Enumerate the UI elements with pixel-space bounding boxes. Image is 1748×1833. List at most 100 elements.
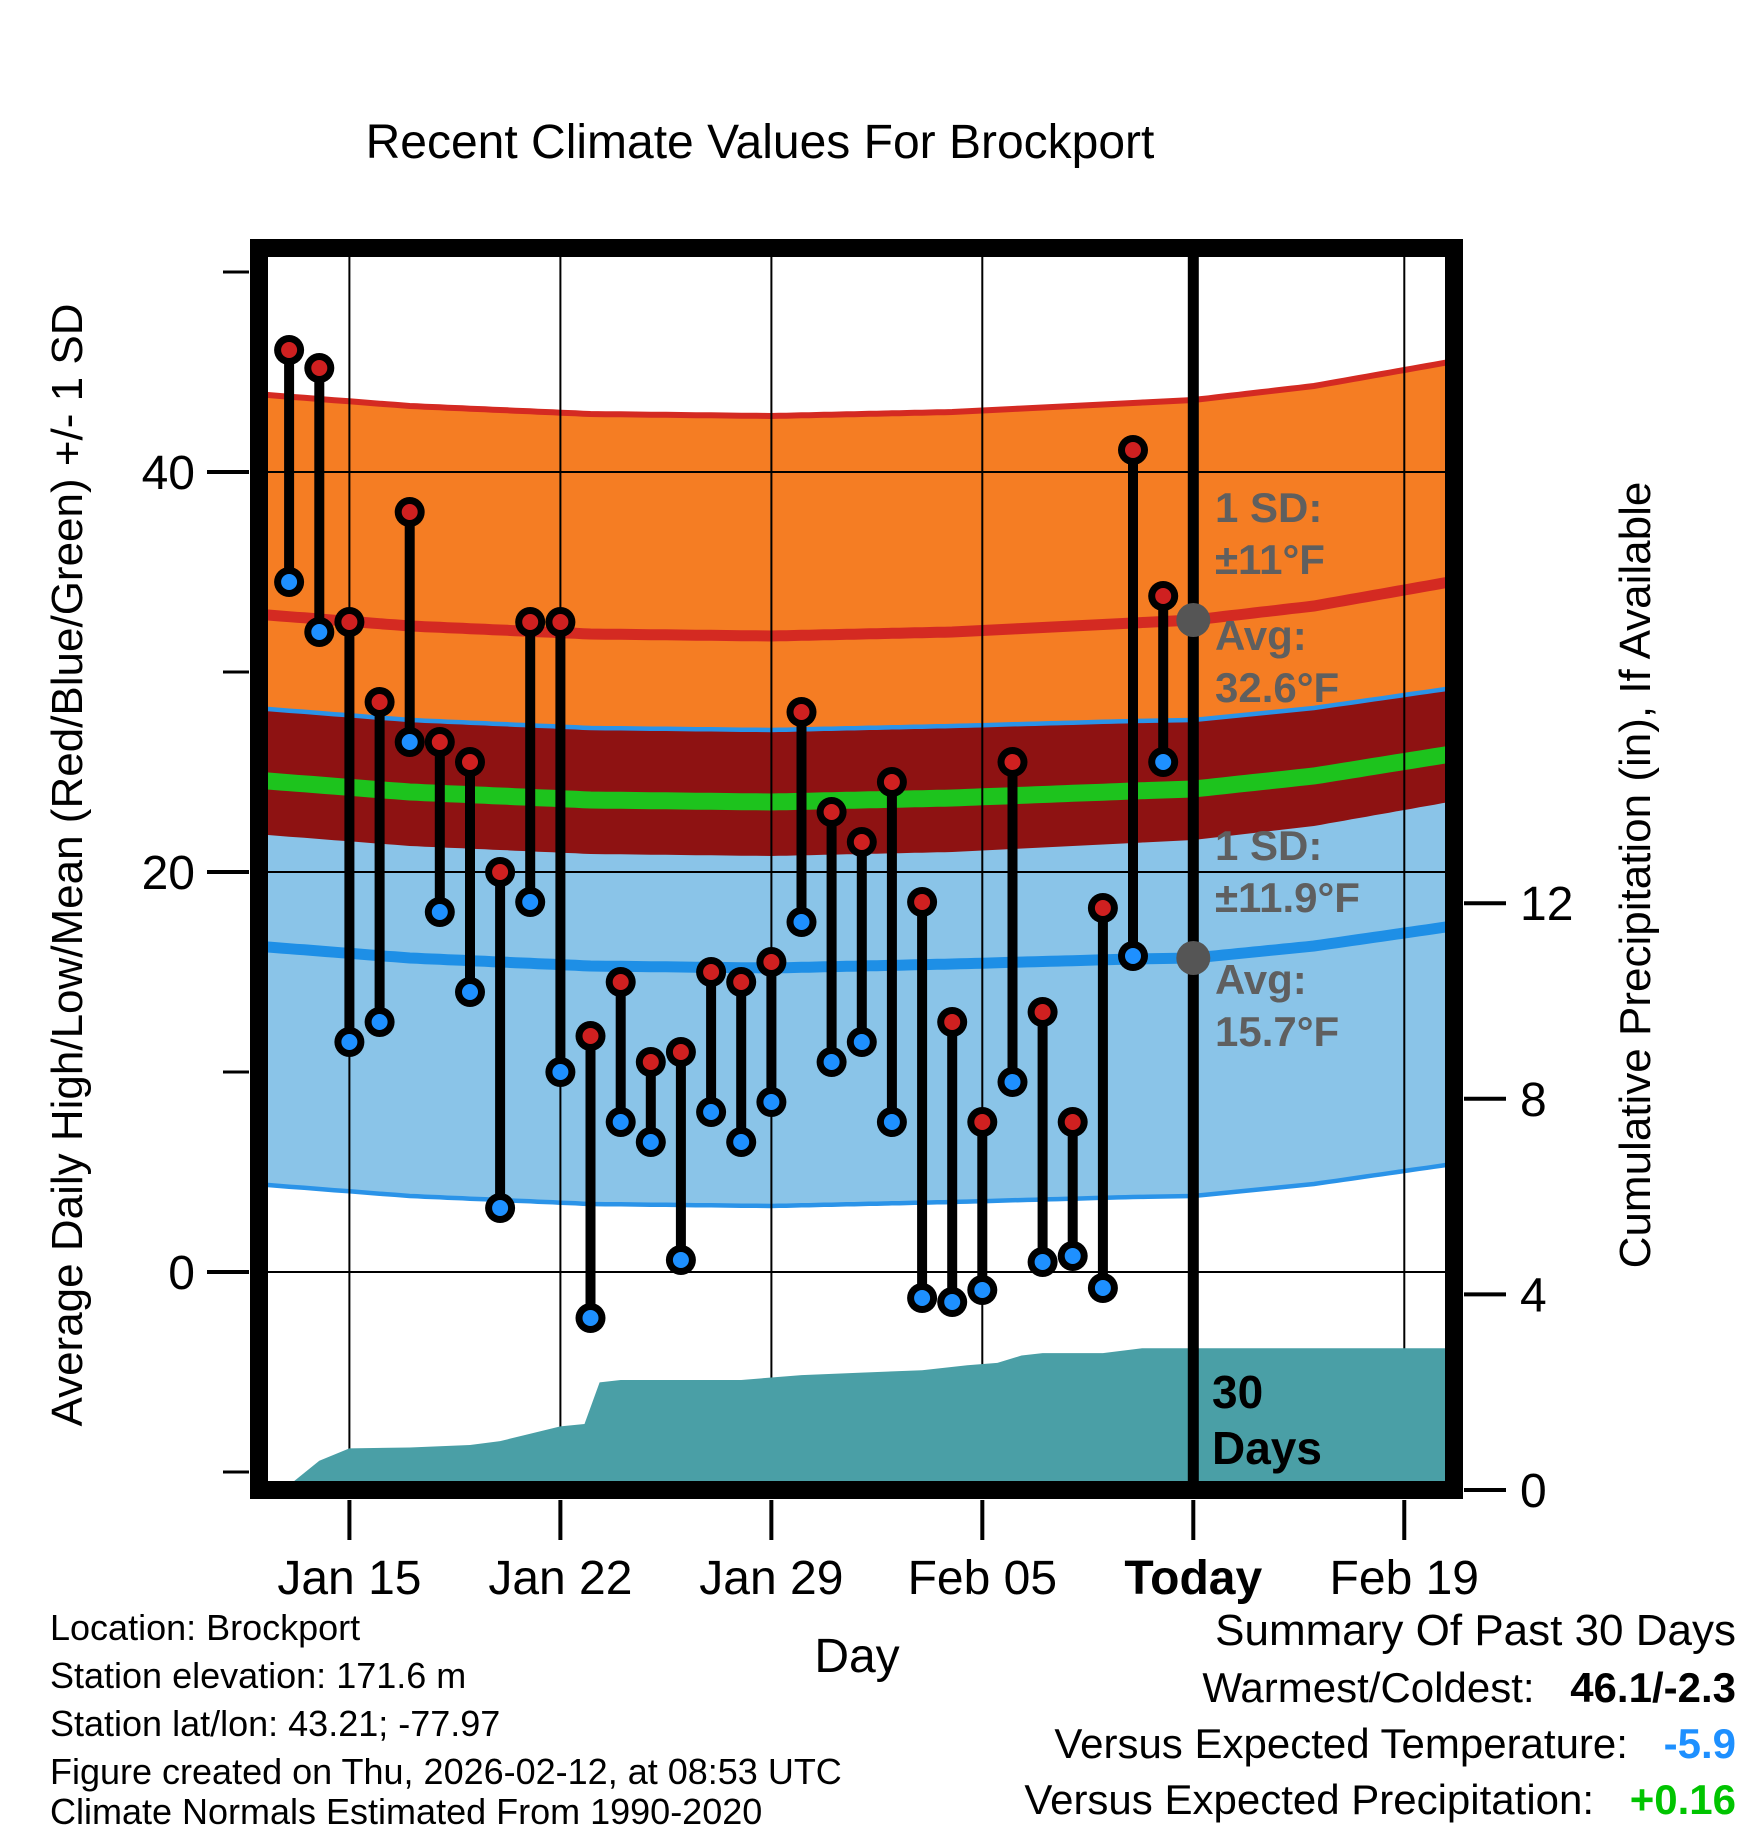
daily-low-dot [944,1294,961,1310]
avg-high-today-marker [1176,603,1211,637]
day-observation-jan-23 [575,1021,606,1333]
daily-low-dot [492,1200,509,1216]
summary-title: Summary Of Past 30 Days [1215,1606,1736,1655]
avg-low-annotation-line1: Avg: [1215,956,1307,1003]
mean-line [258,745,1456,811]
day-observation-jan-27 [696,957,727,1127]
day-observation-feb-02 [876,767,907,1137]
daily-high-dot [642,1054,659,1070]
sd-low-annotation-line1: 1 SD: [1215,822,1322,869]
x-tick-label: Today [1124,1552,1262,1605]
climate-normals-note: Climate Normals Estimated From 1990-2020 [50,1791,762,1828]
daily-high-dot [552,614,569,630]
daily-low-dot [793,914,810,930]
daily-low-dot [522,894,539,910]
summary-value: -5.9 [1664,1720,1736,1767]
day-observation-feb-07 [1027,997,1058,1277]
daily-high-dot [431,734,448,750]
summary-row-warmest-coldest: Warmest/Coldest: 46.1/-2.3 [1202,1664,1736,1711]
y-right-tick-label: 12 [1520,878,1573,931]
y-right-axis-title: Cumulative Precipitation (in), If Availa… [1611,482,1660,1269]
y-left-axis-title: Average Daily High/Low/Mean (Red/Blue/Gr… [43,304,92,1427]
daily-high-dot [582,1028,599,1044]
window-label-line1: 30 [1212,1366,1263,1418]
daily-high-dot [462,754,478,770]
daily-low-dot [431,904,448,920]
daily-low-dot [582,1310,599,1326]
daily-high-dot [974,1114,991,1130]
y-left-tick-label: 0 [168,1247,195,1300]
avg-high-line [258,575,1455,642]
daily-low-dot [281,574,298,590]
x-tick-label: Feb 05 [908,1552,1057,1605]
day-observation-feb-11 [1148,581,1179,777]
daily-high-dot [311,360,328,376]
x-axis-title: Day [814,1630,899,1683]
daily-low-dot [1034,1254,1051,1270]
sd-high-annotation-line2: ±11°F [1215,536,1325,583]
day-observation-jan-26 [665,1037,696,1275]
avg-low-today-marker [1176,941,1211,975]
day-observation-jan-13 [274,335,305,597]
day-observation-jan-17 [394,497,425,757]
day-observation-feb-01 [846,827,877,1057]
daily-low-dot [1094,1280,1111,1296]
y-right-tick-label: 4 [1520,1269,1547,1322]
daily-high-dot [401,504,418,520]
day-observation-jan-21 [515,607,546,917]
daily-high-dot [1125,442,1141,458]
daily-low-dot [914,1290,931,1306]
daily-low-dot [672,1252,689,1268]
daily-high-dot [853,834,870,850]
daily-high-dot [733,974,750,990]
day-observation-jan-18 [424,727,455,927]
window-label-line2: Days [1212,1422,1322,1474]
daily-high-dot [371,694,388,710]
station-elevation: Station elevation: 171.6 m [50,1655,466,1696]
daily-low-dot [371,1014,388,1030]
daily-high-dot [793,704,810,720]
low-band-top-edge [258,685,1455,733]
cumulative-precip-area [283,1348,1455,1490]
sd-low-annotation-line2: ±11.9°F [1215,874,1360,921]
daily-low-dot [1125,948,1141,964]
day-observation-jan-31 [816,797,847,1077]
daily-high-dot [703,964,720,980]
daily-low-dot [462,984,478,1000]
y-right-tick-label: 8 [1520,1074,1547,1127]
daily-low-dot [401,734,418,750]
daily-low-dot [1155,754,1172,770]
day-observation-feb-03 [907,887,938,1313]
daily-low-dot [883,1114,900,1130]
daily-low-dot [311,624,328,640]
plot-frame [250,239,1463,1499]
low-band-bottom-edge [258,1161,1455,1209]
daily-low-dot [703,1104,720,1120]
day-observation-feb-05 [967,1107,998,1305]
daily-low-dot [552,1064,569,1080]
y-left-tick-label: 40 [142,447,195,500]
avg-low-annotation-line2: 15.7°F [1215,1008,1339,1055]
summary-label: Versus Expected Temperature: [1054,1720,1628,1767]
figure-created: Figure created on Thu, 2026-02-12, at 08… [50,1751,842,1792]
daily-high-dot [944,1014,961,1030]
x-tick-label: Jan 22 [488,1552,632,1605]
daily-high-dot [522,614,539,630]
avg-high-annotation-line1: Avg: [1215,612,1307,659]
daily-low-dot [733,1134,750,1150]
x-tick-label: Jan 15 [277,1552,421,1605]
summary-value: +0.16 [1630,1776,1736,1823]
day-observation-jan-15 [334,607,365,1057]
summary-label: Versus Expected Precipitation: [1024,1776,1594,1823]
day-observation-jan-16 [364,687,395,1037]
page-title: Recent Climate Values For Brockport [366,116,1155,169]
daily-high-dot [763,954,780,970]
daily-low-dot [341,1034,358,1050]
sd-high-annotation-line1: 1 SD: [1215,484,1322,531]
daily-low-dot [974,1282,991,1298]
avg-high-annotation-line2: 32.6°F [1215,664,1339,711]
y-left-tick-label: 20 [142,847,195,900]
daily-low-dot [1064,1248,1081,1264]
